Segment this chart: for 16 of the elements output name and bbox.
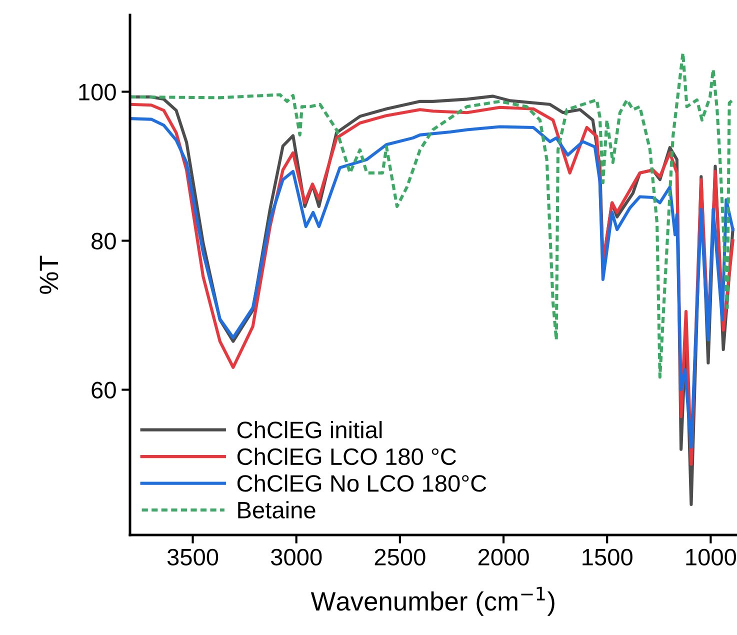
legend-label: ChClEG No LCO 180°C [237,474,486,492]
y-tick-label: 100 [79,84,116,101]
x-tick-label: 3000 [270,548,322,566]
y-axis-title: %T [40,256,58,294]
line-series [130,51,734,379]
x-tick-label: 1000 [686,548,736,566]
x-tick-label: 2500 [374,548,426,566]
legend-label: Betaine [238,501,316,519]
x-tick-label: 1500 [582,548,632,566]
legend-label: ChClEG LCO 180 °C [237,448,456,466]
x-tick-label: 3500 [167,548,218,566]
y-tick-label: 80 [92,232,116,250]
x-tick-label: 2000 [478,548,529,566]
y-tick-label: 60 [92,382,116,399]
x-axis-title: Wavenumber (cm$^{−1}$) [310,586,554,616]
legend-label: ChClEG initial [237,420,382,438]
